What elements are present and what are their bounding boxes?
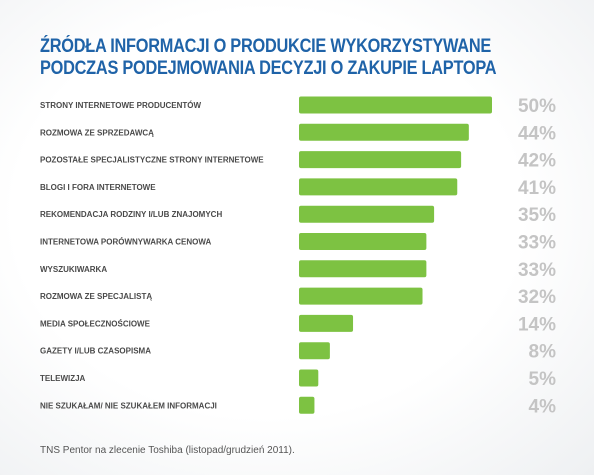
bar: [299, 96, 492, 114]
value-label: 5%: [529, 369, 557, 390]
bar: [299, 342, 330, 360]
bar: [299, 151, 462, 169]
value-label: 33%: [518, 260, 556, 281]
category-label: REKOMENDACJA RODZINY I/LUB ZNAJOMYCH: [40, 210, 222, 219]
category-label: TELEWIZJA: [40, 374, 86, 383]
category-label: GAZETY I/LUB CZASOPISMA: [40, 347, 151, 356]
bar: [299, 287, 423, 305]
value-label: 32%: [518, 287, 556, 308]
category-label: NIE SZUKAŁAM/ NIE SZUKAŁEM INFORMACJI: [40, 401, 217, 410]
category-label: ROZMOWA ZE SPRZEDAWCĄ: [40, 128, 154, 137]
bar: [299, 205, 435, 223]
bar: [299, 396, 315, 414]
category-label: INTERNETOWA PORÓWNYWARKA CENOWA: [40, 238, 211, 247]
category-label: ROZMOWA ZE SPECJALISTĄ: [40, 292, 152, 301]
bar: [299, 123, 469, 141]
value-label: 4%: [529, 396, 557, 417]
value-label: 50%: [518, 96, 556, 117]
category-label: BLOGI I FORA INTERNETOWE: [40, 183, 156, 192]
category-label: POZOSTAŁE SPECJALISTYCZNE STRONY INTERNE…: [40, 156, 264, 165]
value-label: 41%: [518, 178, 556, 199]
category-label: MEDIA SPOŁECZNOŚCIOWE: [40, 319, 151, 328]
bar: [299, 314, 354, 332]
bar: [299, 233, 427, 250]
chart-title-line-1: ŹRÓDŁA INFORMACJI O PRODUKCIE WYKORZYSTY…: [40, 36, 492, 57]
value-label: 42%: [518, 151, 556, 172]
category-label: WYSZUKIWARKA: [40, 265, 107, 274]
chart-title-line-2: PODCZAS PODEJMOWANIA DECYZJI O ZAKUPIE L…: [40, 58, 497, 79]
source-note: TNS Pentor na zlecenie Toshiba (listopad…: [40, 445, 295, 456]
category-label: STRONY INTERNETOWE PRODUCENTÓW: [40, 101, 201, 110]
bar: [299, 178, 458, 196]
bar: [299, 369, 319, 387]
bar: [299, 260, 427, 278]
value-label: 14%: [518, 314, 556, 335]
value-label: 33%: [518, 233, 556, 254]
value-label: 35%: [518, 205, 556, 226]
value-label: 44%: [518, 123, 556, 144]
value-label: 8%: [529, 342, 557, 363]
chart-title: ŹRÓDŁA INFORMACJI O PRODUKCIE WYKORZYSTY…: [40, 36, 504, 80]
